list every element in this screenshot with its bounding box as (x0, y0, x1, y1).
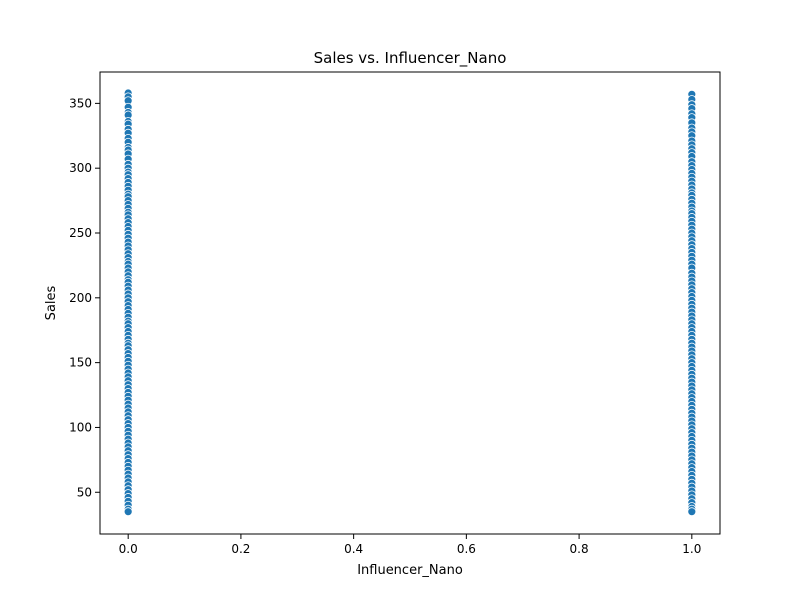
data-point (123, 507, 133, 517)
x-tick-label: 1.0 (682, 542, 701, 556)
x-tick-label: 0.0 (119, 542, 138, 556)
y-tick-label: 200 (69, 291, 92, 305)
x-axis-ticks: 0.0 0.2 0.4 0.6 0.8 1.0 (119, 534, 701, 556)
y-tick-label: 50 (77, 485, 92, 499)
x-tick-label: 0.2 (231, 542, 250, 556)
data-points (123, 88, 697, 517)
x-tick-label: 0.4 (344, 542, 363, 556)
y-tick-label: 300 (69, 161, 92, 175)
chart-title: Sales vs. Influencer_Nano (314, 49, 507, 68)
x-tick-label: 0.6 (457, 542, 476, 556)
x-tick-label: 0.8 (570, 542, 589, 556)
data-point (687, 507, 697, 517)
y-tick-label: 350 (69, 96, 92, 110)
y-axis-ticks: 50 100 150 200 250 300 350 (69, 96, 100, 499)
plot-area-frame (99, 71, 721, 535)
y-axis-label: Sales (44, 285, 59, 320)
y-tick-label: 100 (69, 420, 92, 434)
y-tick-label: 150 (69, 356, 92, 370)
y-tick-label: 250 (69, 226, 92, 240)
x-axis-label: Influencer_Nano (357, 563, 463, 578)
